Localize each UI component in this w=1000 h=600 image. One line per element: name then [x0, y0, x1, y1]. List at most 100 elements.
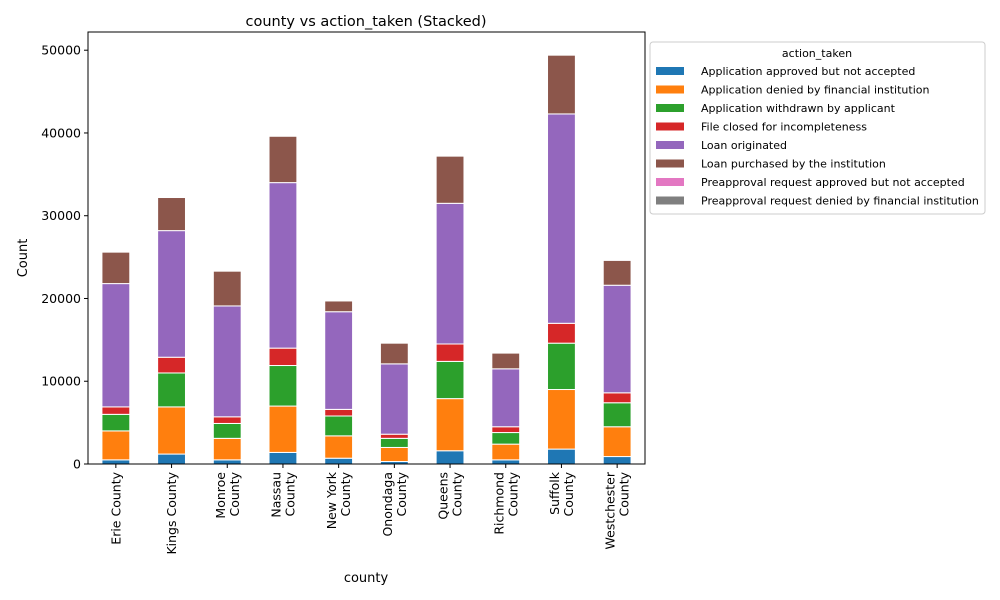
x-tick-label: QueensCounty	[436, 471, 465, 519]
legend-swatch	[656, 67, 684, 75]
bar-segment	[101, 406, 131, 415]
x-tick-label: NassauCounty	[268, 471, 297, 517]
bar-segment	[491, 443, 521, 461]
bar-segment	[602, 402, 632, 428]
bar-segment	[379, 446, 409, 463]
legend-swatch	[656, 178, 684, 186]
bar-segment	[157, 453, 186, 465]
legend-frame	[649, 41, 986, 215]
bar-segment	[435, 450, 465, 465]
legend-entry-label: Loan originated	[701, 139, 787, 152]
x-tick-label: OnondagaCounty	[380, 471, 409, 536]
legend-title: action_taken	[782, 47, 852, 60]
bar-segment	[379, 363, 409, 435]
bar-segment	[547, 322, 576, 344]
bar-segment	[212, 459, 242, 465]
bar-segment	[268, 405, 298, 453]
legend-swatch	[656, 85, 684, 94]
bar-segment	[435, 343, 465, 362]
y-tick-label: 0	[73, 457, 81, 472]
x-axis-label: county	[344, 571, 389, 586]
y-tick-label: 20000	[41, 291, 81, 306]
bar-segment	[547, 342, 576, 391]
bar-segment	[602, 392, 632, 404]
bar-segment	[324, 457, 354, 465]
bar-segment	[324, 311, 354, 410]
bar-segment	[101, 283, 131, 408]
legend-swatch	[656, 196, 684, 205]
bar-segment	[547, 54, 576, 115]
legend-entry-label: Loan purchased by the institution	[701, 158, 886, 171]
legend-entry-label: Application approved but not accepted	[701, 65, 915, 78]
x-tick-label: WestchesterCounty	[603, 471, 632, 549]
bar-segment	[324, 435, 354, 459]
bar-segment	[268, 347, 298, 367]
y-tick-label: 10000	[41, 374, 81, 389]
bar-segment	[547, 448, 576, 465]
bar-segment	[324, 415, 354, 437]
bar-segment	[547, 389, 576, 450]
bar-segment	[268, 135, 298, 184]
y-axis: 0 10000 20000 30000 40000 50000	[41, 43, 88, 472]
bar-segment	[101, 251, 131, 285]
legend-swatch	[656, 141, 684, 149]
bar-segment	[491, 459, 521, 465]
bars-layer	[101, 54, 632, 465]
legend-swatch	[656, 159, 684, 168]
x-tick-label: SuffolkCounty	[547, 471, 576, 516]
legend-entry-label: Application denied by financial institut…	[701, 84, 929, 97]
bar-segment	[435, 360, 465, 400]
bar-segment	[491, 352, 521, 370]
plot-frame	[87, 31, 646, 465]
bar-segment	[547, 113, 576, 324]
bar-segment	[379, 437, 409, 448]
x-tick-label: MonroeCounty	[213, 471, 242, 518]
bar-segment	[212, 422, 242, 439]
y-axis-label: Count	[16, 239, 31, 278]
bar-segment	[157, 197, 186, 232]
legend-swatch	[656, 122, 684, 131]
y-tick-label: 40000	[41, 125, 81, 140]
bar-segment	[157, 356, 186, 374]
x-axis: Erie County Kings County MonroeCounty Nassa…	[108, 464, 632, 555]
x-tick-label: Erie County	[108, 471, 123, 544]
legend-entry-label: Preapproval request denied by financial …	[701, 195, 979, 208]
legend-entry-label: File closed for incompleteness	[701, 121, 867, 134]
bar-segment	[212, 437, 242, 461]
legend: action_taken Application approved but no…	[649, 41, 986, 215]
legend-entry-label: Preapproval request approved but not acc…	[701, 176, 965, 189]
bar-segment	[435, 202, 465, 345]
chart-title: county vs action_taken (Stacked)	[246, 14, 487, 30]
x-tick-label: Kings County	[164, 471, 179, 554]
bar-segment	[157, 372, 186, 408]
bar-segment	[435, 155, 465, 204]
bar-segment	[268, 451, 298, 465]
x-tick-label: RichmondCounty	[491, 471, 520, 534]
bar-segment	[268, 182, 298, 349]
bar-segment	[157, 230, 186, 358]
legend-swatch	[656, 104, 684, 112]
bar-segment	[491, 432, 521, 445]
bar-segment	[212, 416, 242, 424]
y-tick-label: 30000	[41, 208, 81, 223]
bar-segment	[157, 406, 186, 455]
bar-segment	[268, 365, 298, 407]
x-tick-label: New YorkCounty	[324, 471, 353, 529]
bar-segment	[101, 459, 131, 465]
bar-segment	[602, 456, 632, 465]
bar-segment	[602, 259, 632, 286]
bar-segment	[491, 426, 521, 434]
bar-segment	[379, 342, 409, 365]
legend-entry-label: Application withdrawn by applicant	[701, 102, 896, 115]
bar-segment	[324, 300, 354, 313]
bar-segment	[379, 433, 409, 439]
bar-segment	[435, 398, 465, 452]
bar-segment	[101, 430, 131, 461]
bar-segment	[212, 305, 242, 418]
bar-segment	[324, 408, 354, 417]
bar-segment	[491, 368, 521, 428]
y-tick-label: 50000	[41, 43, 81, 58]
bar-segment	[602, 284, 632, 394]
